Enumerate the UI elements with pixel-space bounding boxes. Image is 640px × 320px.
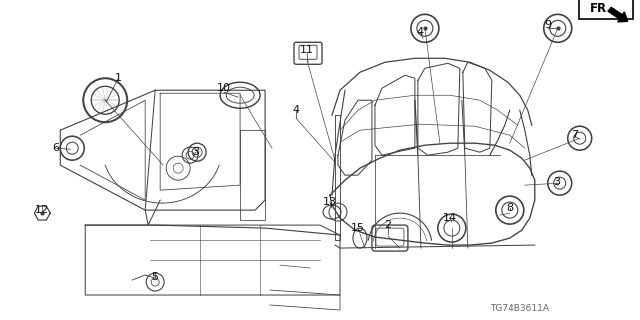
- FancyBboxPatch shape: [376, 228, 404, 246]
- Text: 15: 15: [351, 223, 365, 233]
- Text: 8: 8: [506, 203, 513, 213]
- Text: TG74B3611A: TG74B3611A: [490, 303, 549, 313]
- Text: 7: 7: [571, 130, 579, 140]
- Text: 1: 1: [115, 73, 122, 83]
- Text: 10: 10: [217, 83, 231, 93]
- Text: 3: 3: [193, 147, 200, 157]
- FancyBboxPatch shape: [299, 45, 317, 59]
- Text: 3: 3: [553, 177, 560, 187]
- Text: 4: 4: [292, 105, 300, 115]
- FancyBboxPatch shape: [372, 225, 408, 251]
- Text: 6: 6: [52, 143, 59, 153]
- Text: 13: 13: [323, 197, 337, 207]
- Text: 5: 5: [152, 272, 159, 282]
- Text: 12: 12: [35, 205, 49, 215]
- FancyBboxPatch shape: [579, 0, 633, 19]
- Text: 14: 14: [443, 213, 457, 223]
- Text: 4: 4: [417, 27, 424, 37]
- Text: FR.: FR.: [589, 2, 612, 15]
- FancyBboxPatch shape: [294, 42, 322, 64]
- Text: 9: 9: [544, 20, 551, 30]
- Text: 11: 11: [300, 45, 314, 55]
- FancyArrow shape: [608, 7, 628, 22]
- Text: 2: 2: [385, 220, 392, 230]
